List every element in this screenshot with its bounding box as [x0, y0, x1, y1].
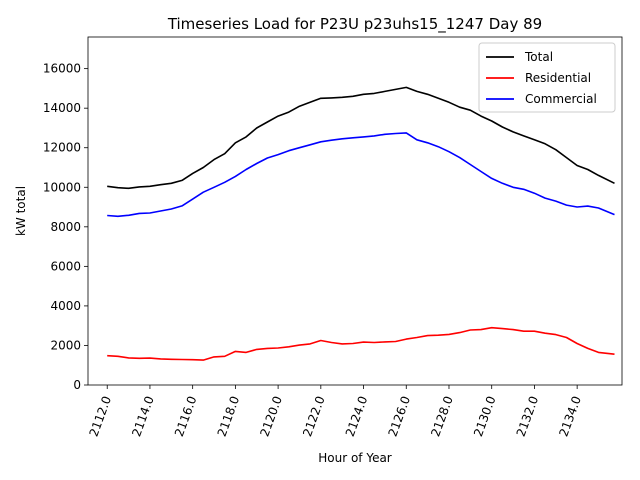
legend: Total Residential Commercial [478, 42, 616, 113]
legend-label-total: Total [524, 50, 553, 64]
series-line-residential [107, 326, 615, 361]
series-lines [107, 86, 615, 361]
y-tick-label: 0 [73, 378, 81, 392]
y-tick-label: 10000 [43, 180, 81, 194]
y-tick-label: 12000 [43, 141, 81, 155]
y-tick-label: 16000 [43, 62, 81, 76]
y-tick-label: 2000 [50, 338, 81, 352]
y-tick-label: 14000 [43, 101, 81, 115]
series-line-commercial [107, 132, 615, 218]
y-axis-ticks: 0 2000 4000 6000 8000 10000 12000 14000 16000 [43, 62, 88, 392]
plot-frame [87, 36, 623, 386]
legend-label-commercial: Commercial [525, 92, 597, 106]
series-line-total [107, 86, 615, 190]
x-axis-label: Hour of Year [318, 451, 392, 465]
y-tick-label: 8000 [50, 220, 81, 234]
chart-title: Timeseries Load for P23U p23uhs15_1247 D… [167, 15, 542, 34]
legend-label-residential: Residential [525, 71, 591, 85]
y-tick-label: 4000 [50, 299, 81, 313]
y-tick-label: 6000 [50, 259, 81, 273]
y-axis-label: kW total [14, 186, 28, 236]
legend-box [478, 42, 616, 113]
